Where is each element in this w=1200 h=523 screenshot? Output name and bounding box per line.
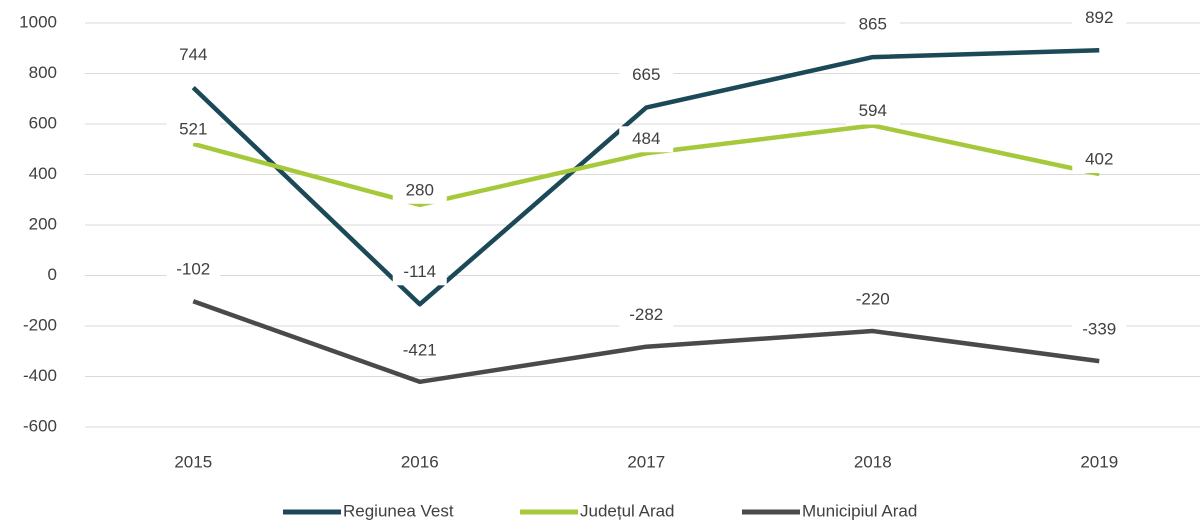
data-label: 865 — [845, 12, 900, 39]
data-label: -282 — [619, 302, 674, 329]
data-label: -421 — [392, 337, 447, 364]
legend-label: Regiunea Vest — [343, 501, 454, 520]
y-tick-label: 400 — [29, 164, 57, 183]
data-label-text: 484 — [632, 129, 660, 148]
data-label-text: -421 — [403, 340, 437, 359]
x-tick-label: 2015 — [174, 452, 212, 471]
y-tick-label: -200 — [23, 315, 57, 334]
data-label-text: 280 — [406, 180, 434, 199]
data-label: 892 — [1072, 5, 1127, 32]
data-label-text: 402 — [1085, 149, 1113, 168]
data-label: 484 — [619, 126, 674, 153]
y-tick-label: 0 — [48, 265, 57, 284]
data-label: -102 — [166, 257, 221, 284]
data-label-text: 744 — [179, 45, 207, 64]
data-label-bg — [845, 98, 900, 125]
data-label: 280 — [392, 177, 447, 204]
data-label-bg — [166, 116, 221, 143]
data-label-text: 521 — [179, 119, 207, 138]
data-label-text: -220 — [856, 290, 890, 309]
data-label-text: -114 — [403, 262, 436, 281]
x-tick-label: 2016 — [401, 452, 439, 471]
x-tick-label: 2017 — [627, 452, 665, 471]
y-tick-label: 200 — [29, 214, 57, 233]
data-label-bg — [392, 177, 447, 204]
data-label-text: 892 — [1085, 8, 1113, 27]
data-label-bg — [619, 126, 674, 153]
data-label: -220 — [845, 287, 900, 314]
x-tick-label: 2019 — [1080, 452, 1118, 471]
data-label-text: 594 — [859, 101, 887, 120]
data-label: -114 — [392, 259, 447, 286]
data-label-text: -339 — [1082, 320, 1116, 339]
legend: Regiunea Vest Județul Arad Municipiul Arad — [283, 501, 917, 520]
data-label-bg — [619, 302, 674, 329]
data-label-bg — [1072, 146, 1127, 173]
data-label-bg — [392, 259, 447, 286]
data-label-bg — [166, 257, 221, 284]
series-line — [191, 48, 1100, 307]
data-label-bg — [845, 287, 900, 314]
data-label-bg — [845, 12, 900, 39]
series-line — [192, 123, 1100, 208]
data-label-bg — [1072, 5, 1127, 32]
data-label-text: -282 — [629, 305, 663, 324]
series-line — [192, 299, 1100, 385]
data-label-bg — [392, 337, 447, 364]
data-label: 594 — [845, 98, 900, 125]
data-label: 402 — [1072, 146, 1127, 173]
x-tick-label: 2018 — [854, 452, 892, 471]
legend-label: Județul Arad — [580, 501, 675, 520]
data-label-text: -102 — [176, 260, 210, 279]
data-label: -339 — [1072, 317, 1127, 344]
data-label: 744 — [166, 42, 221, 69]
y-tick-label: 600 — [29, 113, 57, 132]
data-label-bg — [1072, 317, 1127, 344]
data-label: 521 — [166, 116, 221, 143]
data-label-bg — [619, 62, 674, 89]
data-label-bg — [166, 42, 221, 69]
y-tick-label: -400 — [23, 366, 57, 385]
data-label-text: 665 — [632, 65, 660, 84]
y-tick-label: -600 — [23, 416, 57, 435]
y-tick-label: 1000 — [19, 12, 57, 31]
data-label: 665 — [619, 62, 674, 89]
legend-label: Municipiul Arad — [802, 501, 917, 520]
data-label-text: 865 — [859, 15, 887, 34]
y-tick-label: 800 — [29, 63, 57, 82]
